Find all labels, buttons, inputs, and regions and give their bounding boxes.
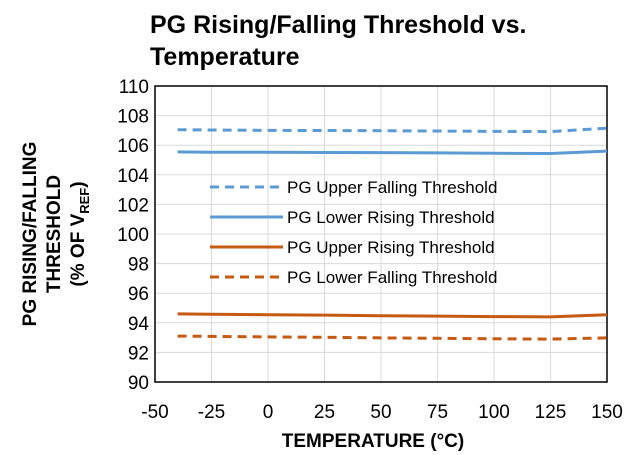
x-axis-ticks: -50 -25 0 25 50 75 100 125 150	[141, 402, 623, 423]
y-axis-label: PG RISING/FALLING	[20, 142, 41, 327]
x-tick-label: 125	[535, 402, 567, 423]
y-tick-label: 108	[117, 107, 149, 128]
y-tick-label: 90	[128, 373, 149, 394]
y-tick-label: 106	[117, 136, 149, 157]
y-tick-label: 102	[117, 195, 149, 216]
y-tick-label: 98	[128, 255, 149, 276]
x-tick-label: -25	[198, 402, 225, 423]
chart-title-line-2: Temperature	[150, 43, 300, 71]
y-axis-label-3: (% OF VREF)	[68, 181, 92, 286]
series-line-4	[177, 334, 608, 341]
y-tick-label: 94	[128, 314, 150, 335]
y-axis-ticks: 90 92 94 96 98 100 102 104 106 108 110	[117, 77, 149, 394]
x-tick-label: 100	[478, 402, 510, 423]
x-tick-label: 50	[370, 402, 391, 423]
legend-label-4: PG Lower Falling Threshold	[287, 268, 497, 287]
gridlines	[154, 85, 608, 383]
y-axis-label-line-1: PG RISING/FALLING	[20, 142, 41, 327]
y-axis-label-suffix: )	[68, 181, 89, 187]
series-line-3	[177, 312, 608, 319]
legend-label-1: PG Upper Falling Threshold	[287, 178, 497, 197]
y-axis-label-subscript: REF	[77, 188, 92, 214]
x-tick-label: -50	[141, 402, 168, 423]
legend-label-2: PG Lower Rising Threshold	[287, 208, 495, 227]
y-axis-label-line-3: (% OF VREF)	[68, 181, 92, 286]
y-axis-label-2: THRESHOLD	[44, 175, 65, 293]
series-line-1	[177, 126, 608, 134]
plot-area	[154, 85, 608, 383]
legend-label-3: PG Upper Rising Threshold	[287, 238, 495, 257]
series-line-2	[177, 149, 608, 156]
y-tick-label: 104	[117, 166, 149, 187]
plot-border	[154, 85, 608, 383]
y-axis-label-prefix: (% OF V	[68, 213, 89, 286]
x-tick-label: 0	[263, 402, 274, 423]
x-axis-label: TEMPERATURE (°C)	[282, 431, 464, 452]
series-lines	[177, 126, 608, 341]
legend: PG Upper Falling Threshold PG Lower Risin…	[210, 178, 497, 287]
y-tick-label: 96	[128, 284, 149, 305]
y-tick-label: 110	[119, 77, 149, 98]
y-tick-label: 100	[117, 225, 149, 246]
x-tick-label: 25	[314, 402, 335, 423]
chart-title-line-1: PG Rising/Falling Threshold vs.	[150, 11, 526, 39]
y-tick-label: 92	[128, 343, 149, 364]
x-tick-label: 75	[427, 402, 448, 423]
x-tick-label: 150	[591, 402, 623, 423]
y-axis-label-line-2: THRESHOLD	[44, 175, 65, 293]
